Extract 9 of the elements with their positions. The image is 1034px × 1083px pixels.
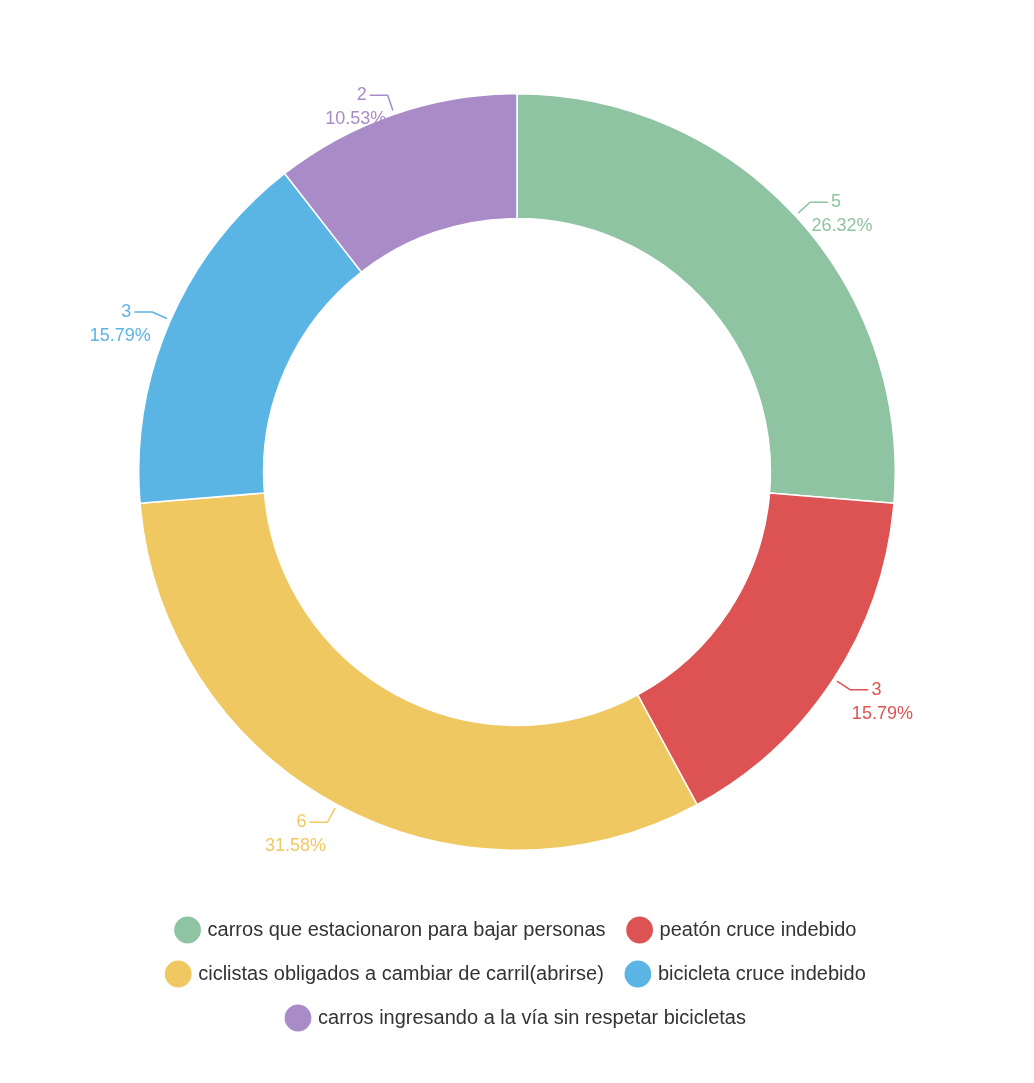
legend-label: peatón cruce indebido bbox=[659, 917, 857, 940]
legend-label: ciclistas obligados a cambiar de carril(abrirse) bbox=[198, 961, 604, 984]
data-label: 3 15.79% bbox=[851, 678, 913, 723]
legend-label: carros ingresando a la vía sin respetar bicicletas bbox=[318, 1005, 747, 1028]
data-label: 6 31.58% bbox=[264, 811, 326, 856]
data-label: 3 15.79% bbox=[89, 300, 151, 345]
legend-label: carros que estacionaron para bajar personas bbox=[207, 917, 606, 940]
legend-label: bicicleta cruce indebido bbox=[657, 961, 866, 984]
data-label: 5 26.32% bbox=[811, 191, 873, 236]
